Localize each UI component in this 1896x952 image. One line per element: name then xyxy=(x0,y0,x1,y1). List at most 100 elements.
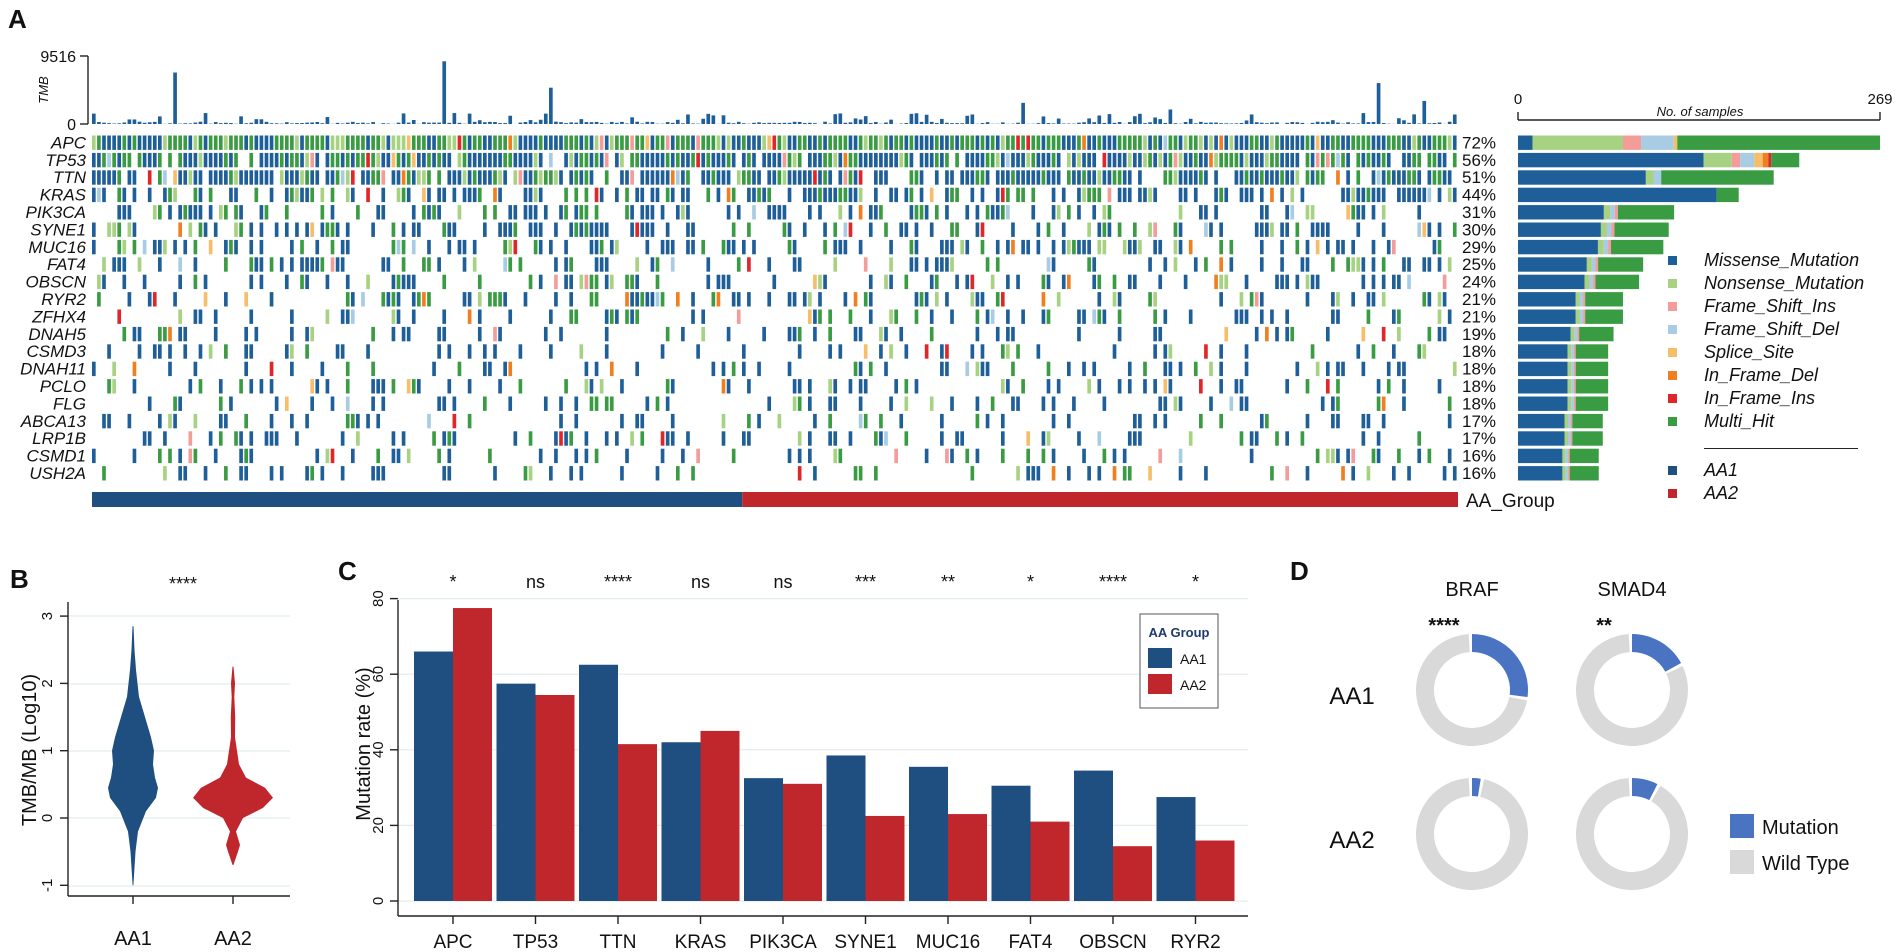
onco-cell xyxy=(391,135,396,150)
tmb-bar xyxy=(797,121,802,124)
onco-cell xyxy=(549,344,553,359)
gene-label-zfhx4: ZFHX4 xyxy=(31,307,86,326)
onco-cell xyxy=(1407,135,1411,150)
side-bar-segment xyxy=(1768,152,1772,168)
onco-cell xyxy=(188,448,193,464)
onco-cell xyxy=(1082,187,1086,203)
onco-cell xyxy=(767,152,772,168)
onco-cell xyxy=(1153,135,1157,150)
onco-cell xyxy=(1391,466,1396,481)
onco-cell xyxy=(452,396,457,411)
tmb-bar xyxy=(1254,122,1259,124)
onco-cell xyxy=(1143,187,1147,203)
tmb-bar xyxy=(1422,100,1427,124)
onco-cell xyxy=(660,239,665,255)
onco-cell xyxy=(1006,274,1010,290)
onco-cell xyxy=(254,187,259,203)
onco-cell xyxy=(1168,152,1173,168)
onco-cell xyxy=(345,309,350,324)
donut-mutation-aa1-smad4 xyxy=(1632,634,1682,672)
onco-cell xyxy=(366,170,370,185)
onco-cell xyxy=(747,257,751,272)
onco-cell xyxy=(528,222,533,237)
onco-cell xyxy=(107,222,111,237)
onco-cell xyxy=(132,379,137,394)
onco-cell xyxy=(1376,448,1381,464)
onco-cell xyxy=(1452,222,1457,237)
onco-cell xyxy=(549,466,553,481)
onco-cell xyxy=(1011,361,1015,377)
onco-cell xyxy=(686,205,690,220)
onco-cell xyxy=(477,170,482,185)
onco-cell xyxy=(1051,413,1056,429)
onco-cell xyxy=(686,170,690,185)
onco-cell xyxy=(1244,396,1249,411)
onco-cell xyxy=(554,222,558,237)
onco-cell xyxy=(1346,205,1350,220)
onco-cell xyxy=(1016,466,1020,481)
donut-legend-swatch-mutation xyxy=(1730,814,1754,838)
onco-cell xyxy=(1188,239,1193,255)
onco-cell xyxy=(168,413,172,429)
onco-cell xyxy=(1046,379,1051,394)
onco-cell xyxy=(797,466,802,481)
group-track-aa1 xyxy=(92,492,743,507)
gene-pct-obscn: 24% xyxy=(1462,273,1496,292)
onco-cell xyxy=(716,170,721,185)
bar-aa1-tp53 xyxy=(496,683,536,901)
onco-cell xyxy=(640,413,645,429)
onco-cell xyxy=(615,152,619,168)
onco-cell xyxy=(1412,135,1416,150)
onco-cell xyxy=(1381,292,1386,307)
onco-cell xyxy=(995,152,1000,168)
tmb-bar xyxy=(965,115,970,124)
onco-cell xyxy=(1138,431,1142,446)
onco-cell xyxy=(950,170,954,185)
onco-cell xyxy=(701,326,706,342)
tmb-bar xyxy=(675,119,680,124)
onco-cell xyxy=(1082,448,1086,464)
onco-cell xyxy=(188,379,193,394)
onco-cell xyxy=(254,257,259,272)
onco-cell xyxy=(1209,135,1213,150)
panel-label-c: C xyxy=(338,556,357,586)
onco-cell xyxy=(437,205,441,220)
tmb-bar xyxy=(1259,122,1264,124)
side-bar-segment xyxy=(1661,170,1774,185)
onco-cell xyxy=(747,413,751,429)
onco-cell xyxy=(523,135,528,150)
onco-cell xyxy=(716,135,721,150)
onco-cell xyxy=(249,448,254,464)
onco-cell xyxy=(1346,152,1350,168)
onco-cell xyxy=(1016,344,1020,359)
onco-cell xyxy=(158,448,162,464)
onco-cell xyxy=(1163,170,1168,185)
onco-cell xyxy=(762,135,766,150)
onco-cell xyxy=(635,222,640,237)
tmb-bar xyxy=(1173,123,1178,124)
onco-cell xyxy=(1046,152,1051,168)
onco-cell xyxy=(1153,187,1157,203)
onco-cell xyxy=(579,466,584,481)
onco-cell xyxy=(127,170,132,185)
tmb-bar xyxy=(1127,122,1132,124)
onco-cell xyxy=(818,292,822,307)
onco-cell xyxy=(965,274,970,290)
onco-cell xyxy=(716,274,721,290)
onco-cell xyxy=(1148,257,1152,272)
onco-cell xyxy=(528,466,533,481)
onco-cell xyxy=(132,135,137,150)
onco-cell xyxy=(1437,152,1442,168)
onco-cell xyxy=(1275,135,1279,150)
side-bar-segment xyxy=(1571,379,1574,394)
onco-cell xyxy=(1168,135,1173,150)
onco-cell xyxy=(224,466,228,481)
onco-cell xyxy=(929,326,934,342)
onco-cell xyxy=(559,205,563,220)
onco-cell xyxy=(594,257,599,272)
gene-label-ush2a: USH2A xyxy=(29,464,86,483)
onco-cell xyxy=(224,239,228,255)
bar-y-label: Mutation rate (%) xyxy=(353,667,375,820)
onco-cell xyxy=(604,135,609,150)
